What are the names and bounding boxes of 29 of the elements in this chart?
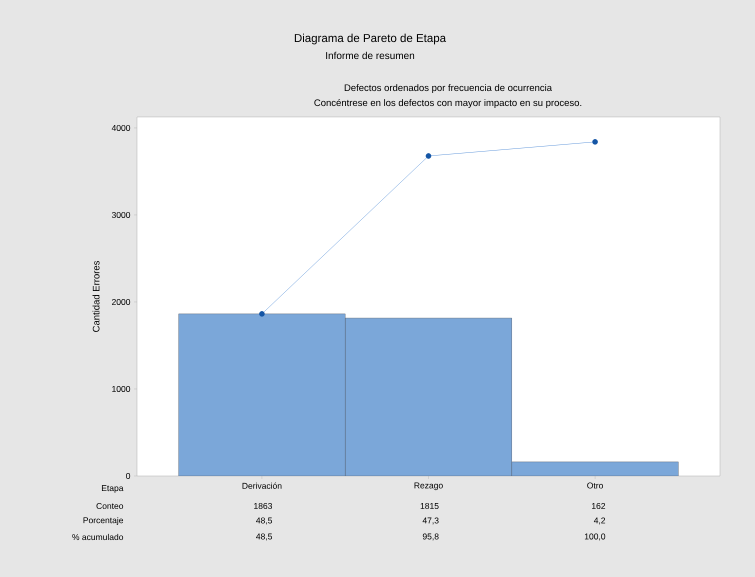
text: % acumulado [72,534,124,540]
data-label: 162 [592,502,606,509]
y-tick-label: 3000 [112,212,130,218]
text: 48,5 [256,517,272,524]
y-tick-label: 4000 [112,124,130,131]
x-tick-label: Rezago [414,482,443,490]
chart-title: Diagrama de Pareto de Etapa [294,34,446,44]
point [426,153,432,159]
text: 48,5 [256,533,272,540]
text: 100,0 [584,533,606,540]
text: Porcentaje [84,517,124,525]
data-label: 1863 [254,502,272,509]
text: 95,8 [422,533,439,540]
point [592,139,598,145]
y-tick-label: 2000 [112,298,130,305]
text: Concéntrese en los defectos con mayor impacto en su proceso. [314,98,582,108]
data-label: 1815 [420,502,439,509]
x-tick-label: Otro [587,482,603,489]
y-axis-title: Cantidad Errores [92,260,100,332]
chart-subtitle: Informe de resumen [326,52,414,60]
y-tick-label: 1000 [112,386,130,392]
text: 4,2 [594,517,606,524]
text: 47,3 [422,517,439,524]
point [259,311,265,317]
y-tick-label: 0 [126,472,130,479]
text: Conteo [96,502,124,509]
x-axis-title: Etapa [102,485,124,493]
text: Defectos ordenados por frecuencia de ocurrencia [344,84,552,93]
x-tick-label: Derivación [242,482,282,489]
